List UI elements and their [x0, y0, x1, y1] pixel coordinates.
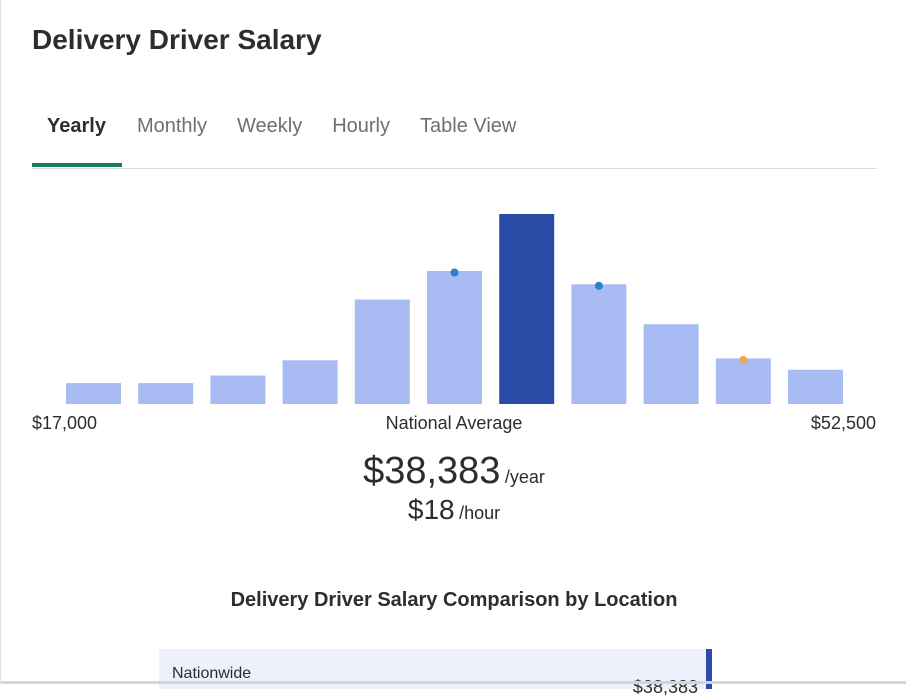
hourly-average: $18 /hour	[1, 494, 906, 526]
histogram-bar[interactable]	[715, 358, 771, 404]
page-title: Delivery Driver Salary	[32, 24, 322, 55]
histogram-bar[interactable]	[788, 369, 843, 404]
yearly-average-value: $38,383	[363, 450, 501, 492]
tab-hourly[interactable]: Hourly	[332, 115, 390, 137]
tab-yearly[interactable]: Yearly	[32, 104, 122, 167]
bar-marker-dot	[739, 355, 748, 364]
x-center-label: National Average	[1, 413, 906, 434]
bar-marker-dot	[594, 281, 603, 290]
histogram-bar[interactable]	[210, 375, 266, 405]
histogram-bar[interactable]	[427, 271, 482, 404]
tab-monthly[interactable]: Monthly	[136, 115, 207, 137]
x-max-label: $52,500	[810, 413, 876, 433]
comparison-location: Nationwide	[172, 665, 252, 682]
x-min-label: $17,000	[32, 413, 98, 433]
histogram-bar[interactable]	[571, 284, 627, 404]
hourly-unit: /hour	[459, 503, 501, 523]
tab-weekly[interactable]: Weekly	[236, 115, 303, 137]
national-average-label: National Average	[385, 413, 523, 433]
period-tabs: Yearly Monthly Weekly Hourly Table View	[32, 104, 877, 169]
histogram-bar[interactable]	[138, 383, 194, 404]
histogram-bar[interactable]	[354, 299, 410, 405]
comparison-title: Delivery Driver Salary Comparison by Loc…	[230, 589, 678, 611]
bar-marker-dot	[450, 268, 459, 277]
salary-histogram	[66, 214, 843, 405]
histogram-bar[interactable]	[66, 383, 121, 404]
yearly-average: $38,383 /year	[1, 450, 906, 493]
histogram-bar[interactable]	[282, 360, 338, 404]
yearly-unit: /year	[504, 467, 545, 487]
histogram-bar[interactable]	[643, 324, 699, 404]
histogram-bar-average[interactable]	[499, 214, 555, 404]
scroll-edge	[1, 681, 906, 684]
comparison-bar	[706, 649, 712, 689]
tab-table-view[interactable]: Table View	[420, 115, 517, 137]
hourly-average-value: $18	[407, 494, 455, 525]
